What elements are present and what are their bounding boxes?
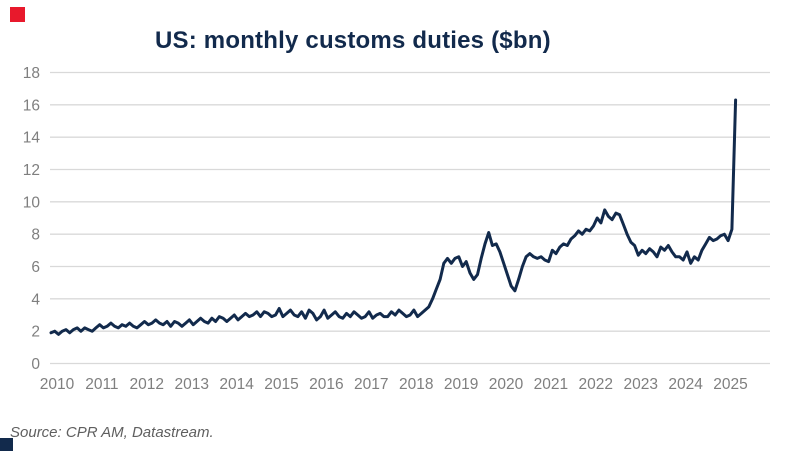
y-tick-label: 14 <box>23 130 41 147</box>
customs-duties-series <box>49 98 738 336</box>
x-tick-label: 2012 <box>130 376 164 393</box>
x-tick-label: 2023 <box>623 376 657 393</box>
x-tick-label: 2011 <box>85 376 118 393</box>
x-tick-label: 2013 <box>174 376 208 393</box>
y-tick-label: 12 <box>23 162 40 179</box>
x-tick-label: 2018 <box>399 376 433 393</box>
brand-navy-square <box>0 438 13 451</box>
y-tick-label: 0 <box>31 356 40 373</box>
x-tick-label: 2021 <box>534 376 568 393</box>
x-tick-label: 2020 <box>489 376 524 393</box>
chart-title: US: monthly customs duties ($bn) <box>155 27 551 54</box>
y-tick-label: 16 <box>23 97 40 114</box>
x-tick-label: 2014 <box>219 376 254 393</box>
y-tick-label: 4 <box>31 291 40 308</box>
y-tick-label: 10 <box>23 194 41 211</box>
brand-red-square <box>10 7 25 22</box>
x-tick-label: 2016 <box>309 376 343 393</box>
source-note: Source: CPR AM, Datastream. <box>10 424 214 441</box>
x-tick-label: 2022 <box>579 376 613 393</box>
x-tick-label: 2025 <box>713 376 747 393</box>
y-tick-label: 18 <box>23 65 40 82</box>
x-tick-label: 2019 <box>444 376 478 393</box>
y-tick-label: 8 <box>31 227 40 244</box>
x-tick-label: 2017 <box>354 376 388 393</box>
x-tick-label: 2015 <box>264 376 298 393</box>
x-tick-label: 2024 <box>668 376 703 393</box>
x-tick-label: 2010 <box>40 376 75 393</box>
y-tick-label: 2 <box>31 324 40 341</box>
y-tick-label: 6 <box>31 259 40 276</box>
